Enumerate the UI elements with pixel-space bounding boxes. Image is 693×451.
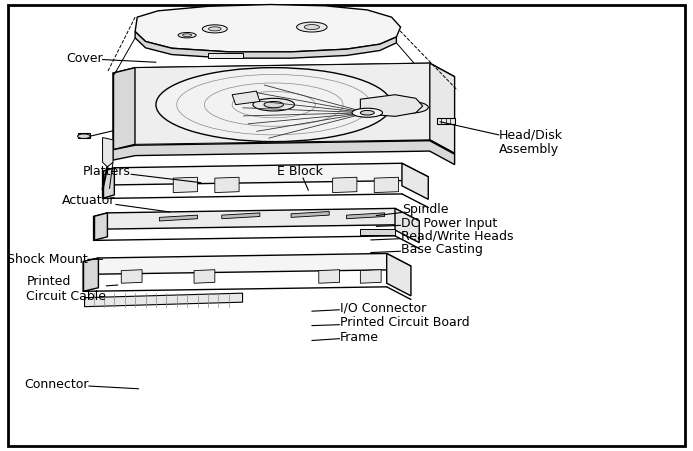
Polygon shape <box>402 163 428 199</box>
Polygon shape <box>346 213 385 219</box>
Ellipse shape <box>178 32 196 38</box>
Ellipse shape <box>304 24 319 30</box>
Polygon shape <box>194 270 215 283</box>
Polygon shape <box>232 91 260 105</box>
Polygon shape <box>135 63 430 144</box>
Ellipse shape <box>78 134 90 138</box>
Text: E Block: E Block <box>277 165 323 190</box>
Ellipse shape <box>209 27 221 31</box>
Polygon shape <box>94 208 419 229</box>
Text: Base Casting: Base Casting <box>371 243 482 256</box>
Polygon shape <box>360 229 395 235</box>
Polygon shape <box>83 258 98 291</box>
Polygon shape <box>159 215 198 221</box>
Polygon shape <box>135 32 396 58</box>
Polygon shape <box>222 213 260 219</box>
Ellipse shape <box>253 98 295 111</box>
Text: Read/Write Heads: Read/Write Heads <box>371 230 513 243</box>
Polygon shape <box>430 63 455 153</box>
Polygon shape <box>173 177 198 193</box>
Ellipse shape <box>202 25 227 33</box>
Polygon shape <box>103 168 114 198</box>
Polygon shape <box>113 68 135 150</box>
Polygon shape <box>135 5 401 52</box>
Ellipse shape <box>264 101 283 108</box>
Text: Spindle: Spindle <box>376 203 448 216</box>
Ellipse shape <box>352 108 383 117</box>
Ellipse shape <box>389 101 428 113</box>
Polygon shape <box>395 208 419 243</box>
Ellipse shape <box>398 104 420 110</box>
Text: Head/Disk
Assembly: Head/Disk Assembly <box>440 122 563 156</box>
Polygon shape <box>374 177 398 193</box>
Ellipse shape <box>183 34 191 37</box>
Polygon shape <box>78 133 90 138</box>
Ellipse shape <box>360 110 374 115</box>
Ellipse shape <box>156 68 392 142</box>
Polygon shape <box>208 53 243 58</box>
Polygon shape <box>360 95 423 116</box>
Text: Frame: Frame <box>312 331 378 344</box>
Text: Platters: Platters <box>83 165 201 183</box>
Text: Actuator: Actuator <box>62 194 170 212</box>
Polygon shape <box>333 177 357 193</box>
Polygon shape <box>291 212 329 217</box>
Polygon shape <box>103 138 113 167</box>
Polygon shape <box>83 253 411 274</box>
Polygon shape <box>121 270 142 283</box>
Text: I/O Connector: I/O Connector <box>312 301 426 314</box>
Polygon shape <box>387 253 411 296</box>
Polygon shape <box>360 270 381 283</box>
Polygon shape <box>113 141 455 165</box>
Text: Connector: Connector <box>24 378 139 391</box>
Polygon shape <box>113 63 455 90</box>
Ellipse shape <box>297 22 327 32</box>
Polygon shape <box>319 270 340 283</box>
Polygon shape <box>85 293 243 307</box>
FancyBboxPatch shape <box>8 5 685 446</box>
Text: Printed
Circuit Cable: Printed Circuit Cable <box>26 275 118 303</box>
Text: Shock Mount: Shock Mount <box>7 253 103 266</box>
Polygon shape <box>437 118 455 124</box>
Polygon shape <box>215 177 239 193</box>
Polygon shape <box>103 163 428 185</box>
Text: DC Power Input: DC Power Input <box>376 217 497 230</box>
Text: Printed Circuit Board: Printed Circuit Board <box>312 316 469 329</box>
Polygon shape <box>94 213 107 240</box>
Text: Cover: Cover <box>66 52 156 65</box>
